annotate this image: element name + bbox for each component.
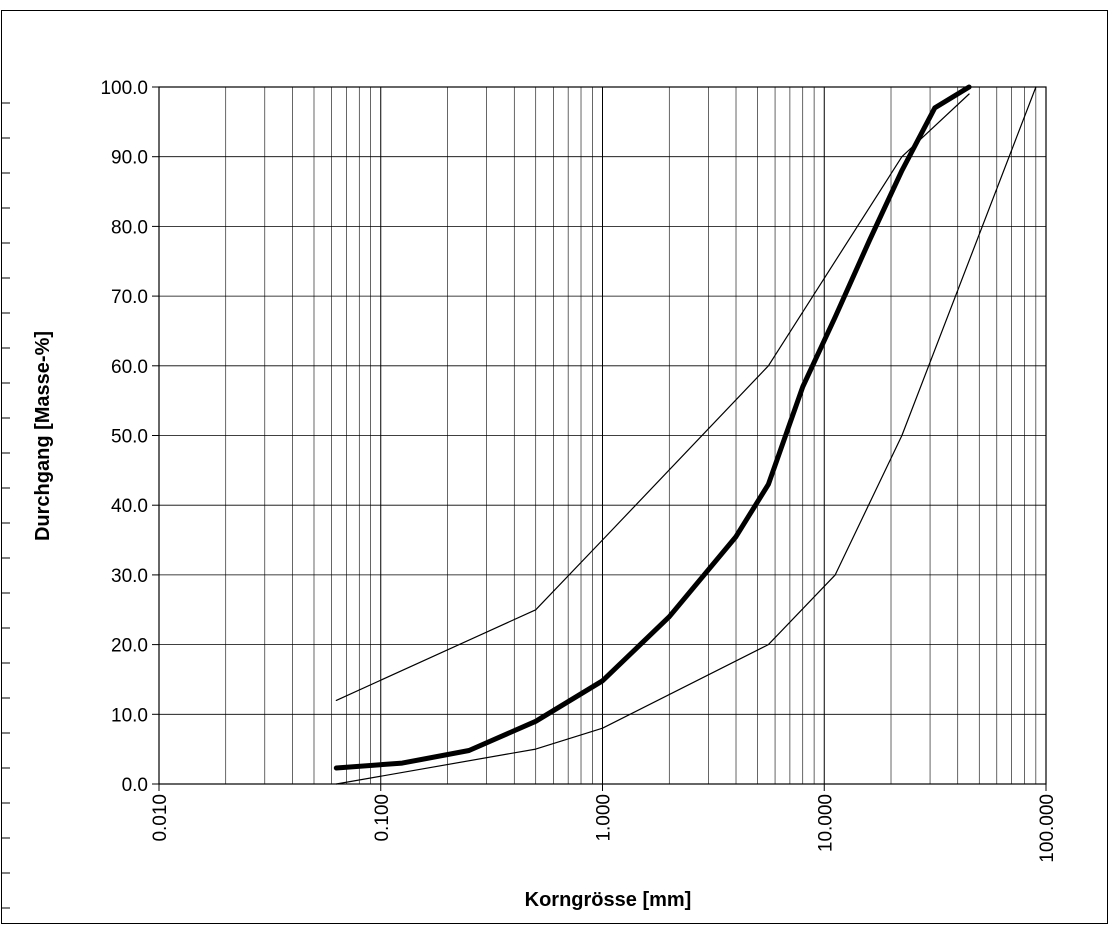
left-edge-marks [1, 102, 10, 909]
x-tick-label: 0.100 [372, 794, 393, 842]
measured-curve-line [333, 84, 972, 771]
y-axis-title: Durchgang [Masse-%] [32, 331, 54, 541]
upper-limit-line [335, 93, 970, 702]
y-tick-label: 20.0 [111, 636, 148, 657]
lower-limit-line [335, 86, 1037, 785]
x-axis-title: Korngrösse [mm] [525, 889, 692, 911]
y-tick-label: 100.0 [100, 78, 148, 99]
y-tick-label: 60.0 [111, 357, 148, 378]
chart-frame [1, 10, 1108, 924]
y-tick-label: 80.0 [111, 217, 148, 238]
x-tick-label: 1.000 [594, 794, 615, 842]
x-tick-label: 100.000 [1037, 794, 1058, 863]
x-tick-labels: 0.010 0.100 1.000 10.000 100.000 [150, 784, 1058, 863]
series-layer [333, 84, 1037, 785]
x-tick-label: 10.000 [815, 794, 836, 852]
y-tick-label: 0.0 [122, 775, 148, 796]
y-tick-label: 70.0 [111, 287, 148, 308]
y-tick-label: 30.0 [111, 566, 148, 587]
x-tick-label: 0.010 [150, 794, 171, 842]
y-tick-label: 50.0 [111, 427, 148, 448]
y-tick-label: 40.0 [111, 496, 148, 517]
y-tick-label: 90.0 [111, 148, 148, 169]
y-tick-labels: 0.0 10.0 20.0 30.0 40.0 50.0 60.0 70.0 80.0 90.0 1… [100, 78, 159, 796]
y-tick-label: 10.0 [111, 705, 148, 726]
